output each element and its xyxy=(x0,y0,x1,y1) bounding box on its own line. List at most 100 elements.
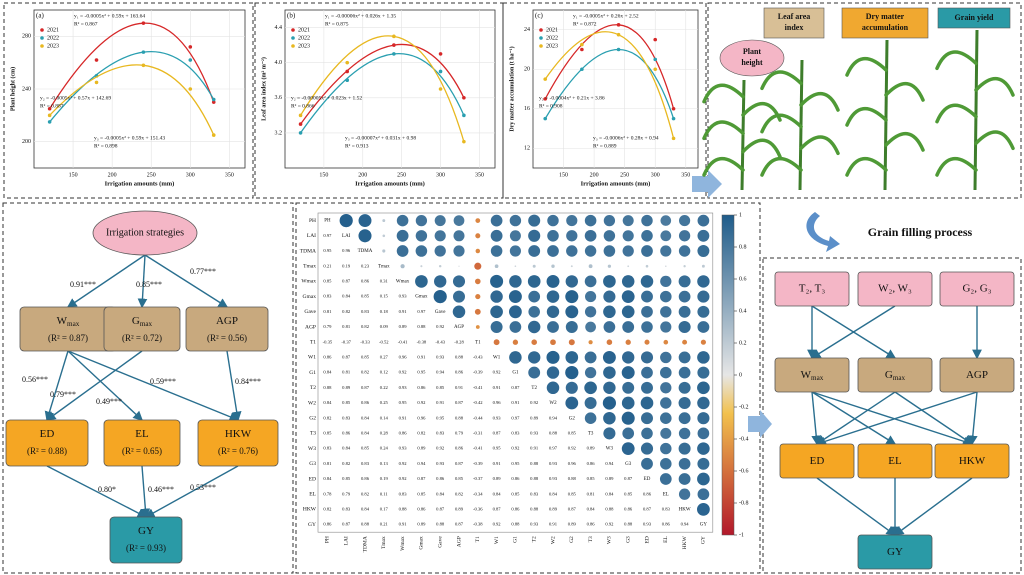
node-r2: (R² = 0.76) xyxy=(218,446,258,456)
correlation-circle xyxy=(683,265,686,268)
correlation-value: 0.22 xyxy=(380,385,389,390)
correlation-circle xyxy=(697,351,710,364)
correlation-value: 0.95 xyxy=(493,446,502,451)
correlation-value: 0.82 xyxy=(342,461,351,466)
column-label: Gmax xyxy=(419,536,425,550)
correlation-value: 0.88 xyxy=(605,506,614,511)
correlation-value: 0.24 xyxy=(380,446,389,451)
plant-leaf xyxy=(974,130,1015,151)
correlation-circle xyxy=(697,442,710,455)
correlation-value: 0.09 xyxy=(380,324,389,329)
data-point xyxy=(188,45,193,49)
plant-leaf xyxy=(884,82,925,102)
path-coefficient: 0.49*** xyxy=(96,397,122,406)
plant-stalk xyxy=(883,39,889,191)
x-tick-label: 150 xyxy=(319,172,328,178)
data-point xyxy=(211,133,216,137)
correlation-circle xyxy=(565,381,578,394)
data-point xyxy=(392,34,396,39)
correlation-value: 0.89 xyxy=(530,415,539,420)
correlation-circle xyxy=(660,290,672,303)
legend-label: 2022 xyxy=(47,35,59,41)
correlation-value: 0.88 xyxy=(455,415,464,420)
colorbar-label: -1 xyxy=(739,532,744,538)
path-frame xyxy=(2,202,294,574)
correlation-circle xyxy=(621,275,635,288)
correlation-value: 0.85 xyxy=(361,446,370,451)
correlation-value: 0.86 xyxy=(455,446,464,451)
correlation-circle xyxy=(641,245,653,257)
plot-area xyxy=(532,9,699,169)
correlation-circle xyxy=(565,366,579,380)
colorbar-label: -0.6 xyxy=(739,468,749,474)
correlation-value: 0.87 xyxy=(455,400,464,405)
correlation-circle xyxy=(452,305,466,319)
root-node xyxy=(92,210,198,256)
correlation-circle xyxy=(660,306,672,318)
input-label: W₂, W₃ xyxy=(878,283,912,295)
correlation-value: 0.89 xyxy=(342,385,351,390)
edge xyxy=(66,254,146,308)
correlation-value: 0.88 xyxy=(417,324,426,329)
correlation-circle xyxy=(697,305,710,318)
diagonal-label: Tmax xyxy=(378,264,390,269)
x-tick-label: 350 xyxy=(475,172,484,178)
correlation-value: 0.93 xyxy=(530,430,539,435)
correlation-value: 0.82 xyxy=(361,324,370,329)
plant-label: Grain yield xyxy=(955,13,994,22)
label-box xyxy=(937,7,1011,29)
data-point xyxy=(188,58,193,62)
path-coefficient: 0.56*** xyxy=(22,375,48,384)
correlation-circle xyxy=(697,290,710,303)
plant-label: accumulation xyxy=(862,23,909,32)
correlation-circle xyxy=(568,339,575,346)
correlation-value: 0.87 xyxy=(624,476,633,481)
correlation-value: 0.83 xyxy=(511,430,520,435)
correlation-circle xyxy=(438,264,442,268)
correlation-value: 0.92 xyxy=(436,446,445,451)
node-label: Wmax xyxy=(801,369,824,382)
correlation-value: 0.91 xyxy=(455,385,464,390)
correlation-circle xyxy=(546,350,560,364)
correlation-value: -0.39 xyxy=(473,461,483,466)
correlation-circle xyxy=(494,264,499,269)
correlation-circle xyxy=(546,366,560,379)
correlation-circle xyxy=(697,366,710,379)
correlation-value: 0.84 xyxy=(342,446,351,451)
correlation-value: 0.86 xyxy=(399,430,408,435)
correlation-circle xyxy=(508,290,522,304)
diagonal-label: W2 xyxy=(549,401,557,406)
data-point xyxy=(94,80,99,85)
column-label: HKW xyxy=(682,535,688,549)
plant-leaf xyxy=(884,132,925,152)
correlation-value: 0.85 xyxy=(323,430,332,435)
correlation-value: 0.92 xyxy=(493,370,502,375)
correlation-value: 0.96 xyxy=(568,461,577,466)
correlation-circle xyxy=(490,274,504,288)
legend-label: 2023 xyxy=(298,43,310,49)
correlation-value: -0.34 xyxy=(473,491,483,496)
edge xyxy=(811,391,897,445)
y-tick-label: 4.0 xyxy=(275,60,283,66)
colorbar-label: 0.8 xyxy=(739,244,747,250)
correlation-value: 0.17 xyxy=(380,506,389,511)
correlation-circle xyxy=(415,245,428,257)
correlation-circle xyxy=(475,248,481,254)
correlation-value: 0.93 xyxy=(436,461,445,466)
path-coefficient: 0.84*** xyxy=(235,377,261,386)
correlation-value: 0.23 xyxy=(361,263,370,268)
correlation-value: 0.84 xyxy=(493,491,502,496)
arrow xyxy=(692,170,722,198)
correlation-value: 0.87 xyxy=(417,476,426,481)
correlation-circle xyxy=(641,427,653,440)
correlation-circle xyxy=(475,233,481,239)
data-point xyxy=(580,67,584,72)
data-point xyxy=(47,106,52,111)
correlation-value: 0.88 xyxy=(549,430,558,435)
correlation-circle xyxy=(603,411,616,425)
edge xyxy=(46,465,148,518)
legend-marker xyxy=(40,44,44,48)
plant-leaf xyxy=(799,135,840,156)
node-main: ED xyxy=(40,428,55,440)
y-tick-label: 200 xyxy=(22,139,31,145)
